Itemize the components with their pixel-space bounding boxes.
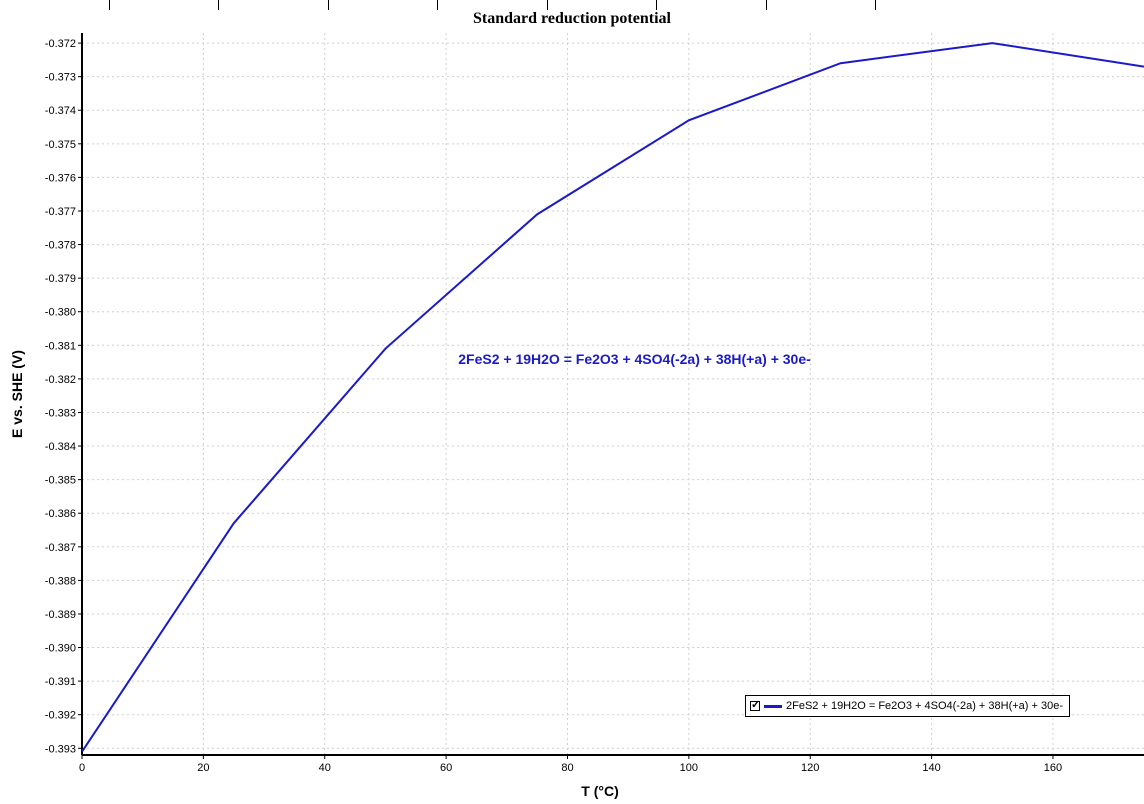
series-line [81, 42, 1144, 753]
y-tick-label: -0.372 [45, 38, 76, 50]
x-tick-label: 100 [680, 762, 698, 774]
chart-title: Standard reduction potential [473, 10, 671, 27]
y-tick-label: -0.389 [45, 609, 76, 621]
y-tick-label: -0.378 [45, 240, 76, 252]
legend-label: 2FeS2 + 19H2O = Fe2O3 + 4SO4(-2a) + 38H(… [786, 700, 1063, 712]
y-tick-label: -0.377 [45, 206, 76, 218]
x-tick-label: 60 [440, 762, 452, 774]
y-tick-label: -0.381 [45, 340, 76, 352]
toolbar-tab[interactable] [657, 0, 767, 10]
y-tick-label: -0.385 [45, 475, 76, 487]
x-tick-label: 160 [1044, 762, 1062, 774]
toolbar-tab[interactable] [0, 0, 110, 10]
x-axis-label: T (°C) [581, 783, 618, 799]
y-tick-label: -0.384 [45, 441, 76, 453]
y-axis-label: E vs. SHE (V) [9, 350, 25, 438]
y-tick-label: -0.390 [45, 643, 76, 655]
y-tick-label: -0.387 [45, 542, 76, 554]
y-tick-label: -0.392 [45, 710, 76, 722]
y-tick-label: -0.376 [45, 172, 76, 184]
y-tick-label: -0.383 [45, 407, 76, 419]
toolbar [0, 0, 876, 10]
y-tick-label: -0.391 [45, 676, 76, 688]
y-tick-label: -0.380 [45, 307, 76, 319]
x-tick-label: 0 [79, 762, 85, 774]
y-tick-label: -0.386 [45, 508, 76, 520]
x-tick-label: 80 [561, 762, 573, 774]
x-tick-label: 40 [319, 762, 331, 774]
y-tick-label: -0.393 [45, 743, 76, 755]
x-tick-label: 20 [197, 762, 209, 774]
toolbar-tab[interactable] [329, 0, 438, 10]
toolbar-tab[interactable] [767, 0, 876, 10]
y-tick-label: -0.373 [45, 72, 76, 84]
toolbar-tab[interactable] [110, 0, 219, 10]
toolbar-tab[interactable] [548, 0, 657, 10]
toolbar-tab[interactable] [438, 0, 548, 10]
y-tick-label: -0.388 [45, 575, 76, 587]
legend: 2FeS2 + 19H2O = Fe2O3 + 4SO4(-2a) + 38H(… [745, 695, 1070, 717]
y-tick-label: -0.382 [45, 374, 76, 386]
y-tick-label: -0.374 [45, 105, 76, 117]
chart-annotation: 2FeS2 + 19H2O = Fe2O3 + 4SO4(-2a) + 38H(… [458, 351, 811, 367]
x-tick-label: 140 [922, 762, 940, 774]
x-tick-label: 120 [801, 762, 819, 774]
legend-swatch [764, 704, 782, 708]
legend-checkbox[interactable] [750, 698, 760, 711]
y-tick-label: -0.375 [45, 139, 76, 151]
toolbar-tab[interactable] [219, 0, 329, 10]
y-tick-label: -0.379 [45, 273, 76, 285]
